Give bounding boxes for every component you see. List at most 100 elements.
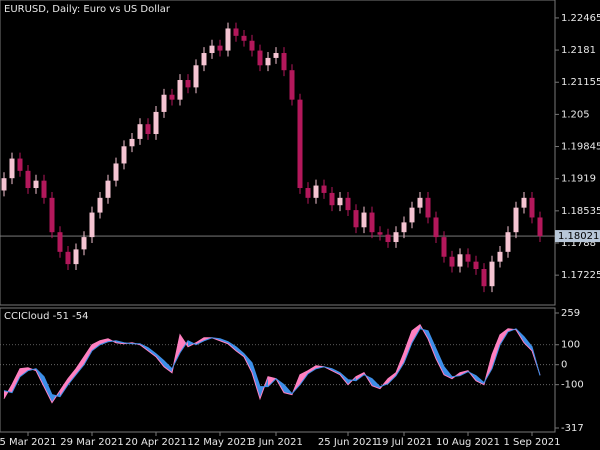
candle-body: [185, 80, 191, 88]
candle-body: [361, 212, 367, 228]
candle-body: [81, 237, 87, 250]
candle-body: [337, 197, 343, 206]
y-tick-label: 0: [561, 360, 567, 371]
x-tick-label: 5 Mar 2021: [0, 437, 57, 448]
candle-body: [513, 207, 519, 233]
x-tick-label: 1 Sep 2021: [503, 437, 560, 448]
cloud-segment: [180, 334, 188, 353]
cloud-segment: [12, 368, 20, 393]
candle-body: [241, 35, 247, 41]
candle-body: [449, 256, 455, 267]
indicator-title: CCICloud -51 -54: [4, 311, 89, 322]
last-price-label: 1.18021: [558, 231, 599, 242]
candle-body: [257, 50, 263, 66]
cloud-segment: [68, 368, 76, 385]
candle-body: [177, 80, 183, 100]
candle-body: [25, 170, 31, 189]
y-tick-label: 1.1919: [561, 174, 596, 185]
candle-body: [49, 197, 55, 233]
candle-body: [393, 232, 399, 243]
indicator-pane-frame: [0, 307, 556, 433]
candle-body: [209, 45, 215, 54]
candle-body: [305, 188, 311, 198]
y-tick-label: 1.205: [561, 109, 590, 120]
candle-body: [409, 207, 415, 223]
candle-body: [353, 210, 359, 228]
candle-body: [97, 197, 103, 213]
cloud-segment: [308, 365, 316, 374]
candle-body: [289, 70, 295, 100]
y-tick-label: 259: [561, 308, 580, 319]
y-tick-label: 100: [561, 340, 580, 351]
candle-body: [73, 249, 79, 265]
candle-body: [425, 197, 431, 218]
candle-body: [113, 163, 119, 181]
candle-body: [489, 261, 495, 287]
cloud-segment: [60, 378, 68, 397]
candle-body: [33, 180, 39, 189]
candle-body: [401, 222, 407, 233]
cloud-segment: [148, 347, 156, 357]
cloud-segment: [236, 346, 244, 357]
candle-body: [465, 254, 471, 262]
cloud-segment: [76, 356, 84, 375]
y-tick-label: 1.18535: [561, 206, 600, 217]
candle-body: [433, 217, 439, 238]
candle-body: [17, 158, 23, 171]
cloud-segment: [404, 330, 412, 363]
candle-body: [265, 57, 271, 66]
last-price-box: [555, 230, 600, 243]
price-pane-frame: [0, 0, 556, 306]
y-tick-label: -317: [561, 423, 584, 434]
candle-body: [497, 251, 503, 262]
x-tick-label: 3 Jun 2021: [249, 437, 303, 448]
y-tick-label: 1.17225: [561, 270, 600, 281]
cci-line: [3, 324, 541, 404]
candle-body: [321, 185, 327, 193]
candle-body: [473, 261, 479, 270]
candle-body: [441, 237, 447, 257]
cci-line: [3, 328, 541, 398]
candle-body: [457, 254, 463, 267]
candle-body: [297, 99, 303, 189]
candle-body: [89, 212, 95, 238]
y-tick-label: 1.21155: [561, 77, 600, 88]
candle-body: [313, 185, 319, 198]
candle-body: [233, 28, 239, 36]
y-tick-label: 1.2181: [561, 45, 596, 56]
candle-body: [225, 28, 231, 51]
x-tick-label: 25 Jun 2021: [318, 437, 378, 448]
cloud-segment: [252, 362, 260, 399]
candle-body: [65, 251, 71, 265]
x-tick-label: 19 Jul 2021: [376, 437, 433, 448]
candle-body: [329, 192, 335, 206]
cloud-segment: [492, 334, 500, 369]
candle-body: [41, 180, 47, 198]
cloud-segment: [44, 376, 52, 403]
y-tick-label: 1.1788: [561, 238, 596, 249]
candle-body: [9, 158, 15, 179]
candle-body: [537, 217, 543, 237]
candle-body: [121, 146, 127, 164]
candle-body: [217, 45, 223, 51]
cloud-segment: [436, 348, 444, 375]
candle-body: [281, 53, 287, 71]
candle-body: [521, 197, 527, 208]
x-tick-label: 10 Aug 2021: [436, 437, 500, 448]
cloud-segment: [92, 340, 100, 351]
y-tick-label: 1.22465: [561, 13, 600, 24]
candle-body: [345, 197, 351, 211]
candle-body: [105, 180, 111, 198]
candle-body: [153, 111, 159, 135]
candle-body: [169, 94, 175, 100]
cloud-segment: [524, 336, 532, 351]
candle-body: [1, 178, 7, 191]
candle-body: [201, 53, 207, 66]
candle-body: [385, 234, 391, 243]
x-tick-label: 20 Apr 2021: [125, 437, 187, 448]
candle-body: [249, 40, 255, 51]
cloud-segment: [388, 372, 396, 384]
y-tick-label: 1.19845: [561, 142, 600, 153]
y-tick-label: -100: [561, 380, 584, 391]
